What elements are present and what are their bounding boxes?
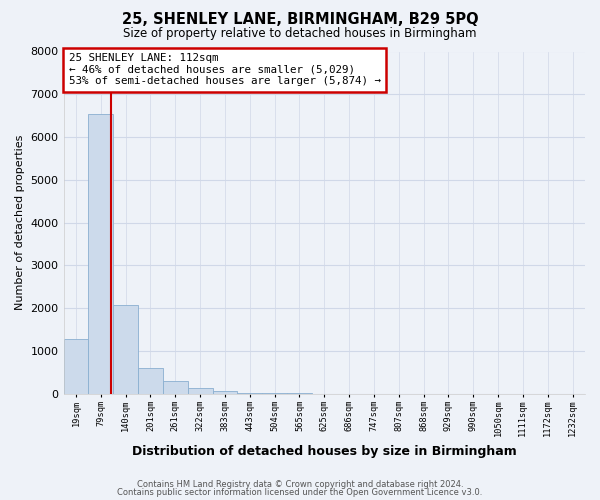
Bar: [88, 114, 113, 394]
Bar: [212, 392, 238, 394]
X-axis label: Distribution of detached houses by size in Birmingham: Distribution of detached houses by size …: [132, 444, 517, 458]
Bar: [262, 393, 287, 394]
Text: Contains HM Land Registry data © Crown copyright and database right 2024.: Contains HM Land Registry data © Crown c…: [137, 480, 463, 489]
Text: Size of property relative to detached houses in Birmingham: Size of property relative to detached ho…: [123, 28, 477, 40]
Bar: [188, 388, 212, 394]
Text: 25 SHENLEY LANE: 112sqm
← 46% of detached houses are smaller (5,029)
53% of semi: 25 SHENLEY LANE: 112sqm ← 46% of detache…: [69, 53, 381, 86]
Y-axis label: Number of detached properties: Number of detached properties: [15, 135, 25, 310]
Bar: [138, 368, 163, 394]
Bar: [113, 306, 138, 394]
Text: Contains public sector information licensed under the Open Government Licence v3: Contains public sector information licen…: [118, 488, 482, 497]
Bar: [238, 392, 262, 394]
Text: 25, SHENLEY LANE, BIRMINGHAM, B29 5PQ: 25, SHENLEY LANE, BIRMINGHAM, B29 5PQ: [122, 12, 478, 28]
Bar: [163, 382, 188, 394]
Bar: [64, 338, 88, 394]
